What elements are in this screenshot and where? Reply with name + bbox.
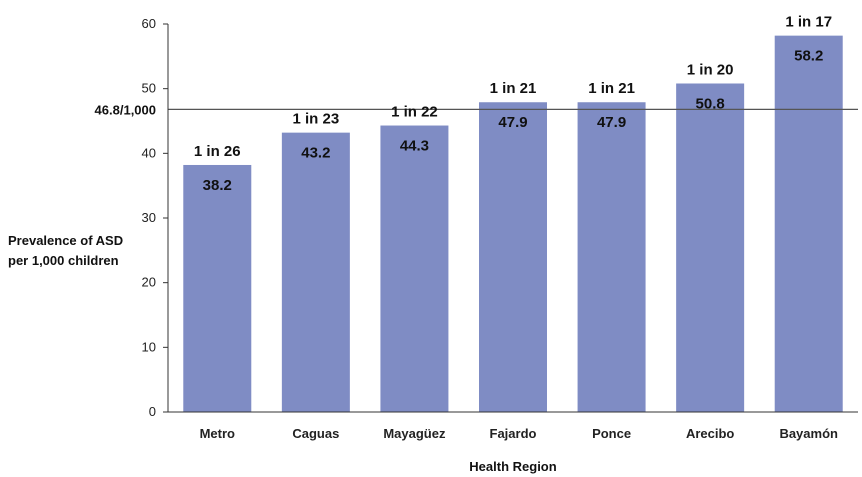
reference-line-label: 46.8/1,000 bbox=[95, 102, 156, 117]
bar-ratio-labels: 1 in 26 1 in 23 1 in 22 1 in 21 1 in 21 1 in … bbox=[194, 14, 832, 160]
y-tick-label: 40 bbox=[142, 145, 156, 160]
x-category-label: Mayagüez bbox=[383, 426, 446, 441]
bar-ratio-label: 1 in 23 bbox=[293, 111, 340, 128]
bar bbox=[676, 83, 745, 412]
y-axis-ticks: 0 10 20 30 40 50 60 bbox=[142, 16, 168, 419]
bar-value-label: 50.8 bbox=[696, 95, 725, 112]
x-category-label: Bayamón bbox=[779, 426, 838, 441]
y-tick-label: 30 bbox=[142, 210, 156, 225]
bar-value-labels: 38.2 43.2 44.3 47.9 47.9 50.8 58.2 bbox=[203, 48, 824, 194]
bar-ratio-label: 1 in 21 bbox=[490, 80, 537, 97]
bar-ratio-label: 1 in 26 bbox=[194, 143, 241, 160]
bar bbox=[281, 132, 350, 412]
bar-value-label: 44.3 bbox=[400, 138, 429, 155]
y-tick-label: 50 bbox=[142, 81, 156, 96]
y-tick-label: 0 bbox=[149, 404, 156, 419]
bar-ratio-label: 1 in 17 bbox=[785, 14, 832, 31]
bar bbox=[183, 164, 252, 412]
bars-group bbox=[183, 35, 843, 412]
bar-value-label: 47.9 bbox=[597, 114, 626, 131]
y-tick-label: 60 bbox=[142, 16, 156, 31]
y-tick-label: 20 bbox=[142, 275, 156, 290]
x-category-label: Ponce bbox=[592, 426, 631, 441]
x-category-label: Fajardo bbox=[490, 426, 537, 441]
bar-ratio-label: 1 in 21 bbox=[588, 80, 635, 97]
bar-value-label: 58.2 bbox=[794, 48, 823, 65]
bar-value-label: 47.9 bbox=[498, 114, 527, 131]
x-category-label: Metro bbox=[200, 426, 235, 441]
y-axis-title-line-1: Prevalence of ASD bbox=[8, 233, 123, 248]
bar-value-label: 38.2 bbox=[203, 177, 232, 194]
bar bbox=[479, 102, 547, 412]
bar bbox=[380, 125, 449, 412]
bar-value-label: 43.2 bbox=[301, 145, 330, 162]
y-axis-title-line-2: per 1,000 children bbox=[8, 253, 119, 268]
y-tick-label: 10 bbox=[142, 339, 156, 354]
x-axis-title: Health Region bbox=[469, 459, 556, 474]
bar-ratio-label: 1 in 22 bbox=[391, 104, 438, 121]
x-axis-category-labels: Metro Caguas Mayagüez Fajardo Ponce Arecibo Ba… bbox=[200, 426, 838, 441]
x-category-label: Arecibo bbox=[686, 426, 734, 441]
bar bbox=[774, 35, 843, 412]
x-category-label: Caguas bbox=[292, 426, 339, 441]
bar-ratio-label: 1 in 20 bbox=[687, 61, 734, 78]
bar bbox=[577, 102, 646, 412]
